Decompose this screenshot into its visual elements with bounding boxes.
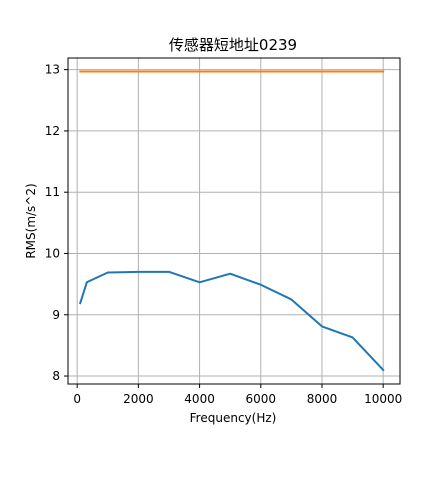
y-tick-label: 12	[45, 124, 60, 138]
plot-frame	[67, 57, 401, 385]
y-tick-label: 9	[52, 308, 60, 322]
y-tick-label: 13	[45, 63, 60, 77]
y-tick-label: 10	[45, 246, 60, 260]
x-tick-label: 4000	[184, 392, 215, 406]
axis-ticks: 0 2000 4000 6000 8000 10000 8 9 10 11 12 13	[45, 63, 403, 406]
series-line-1	[78, 270, 385, 372]
y-tick-label: 11	[45, 185, 60, 199]
x-axis-label: Frequency(Hz)	[190, 411, 277, 425]
x-tick-label: 10000	[364, 392, 402, 406]
x-tick-label: 6000	[246, 392, 277, 406]
x-tick-label: 2000	[123, 392, 154, 406]
series-lines	[78, 70, 385, 372]
y-axis-label: RMS(m/s^2)	[24, 183, 38, 258]
y-tick-label: 8	[52, 369, 60, 383]
chart-title: 传感器短地址0239	[169, 36, 297, 54]
x-tick-label: 8000	[307, 392, 338, 406]
x-tick-label: 0	[73, 392, 81, 406]
grid-lines	[68, 58, 400, 384]
